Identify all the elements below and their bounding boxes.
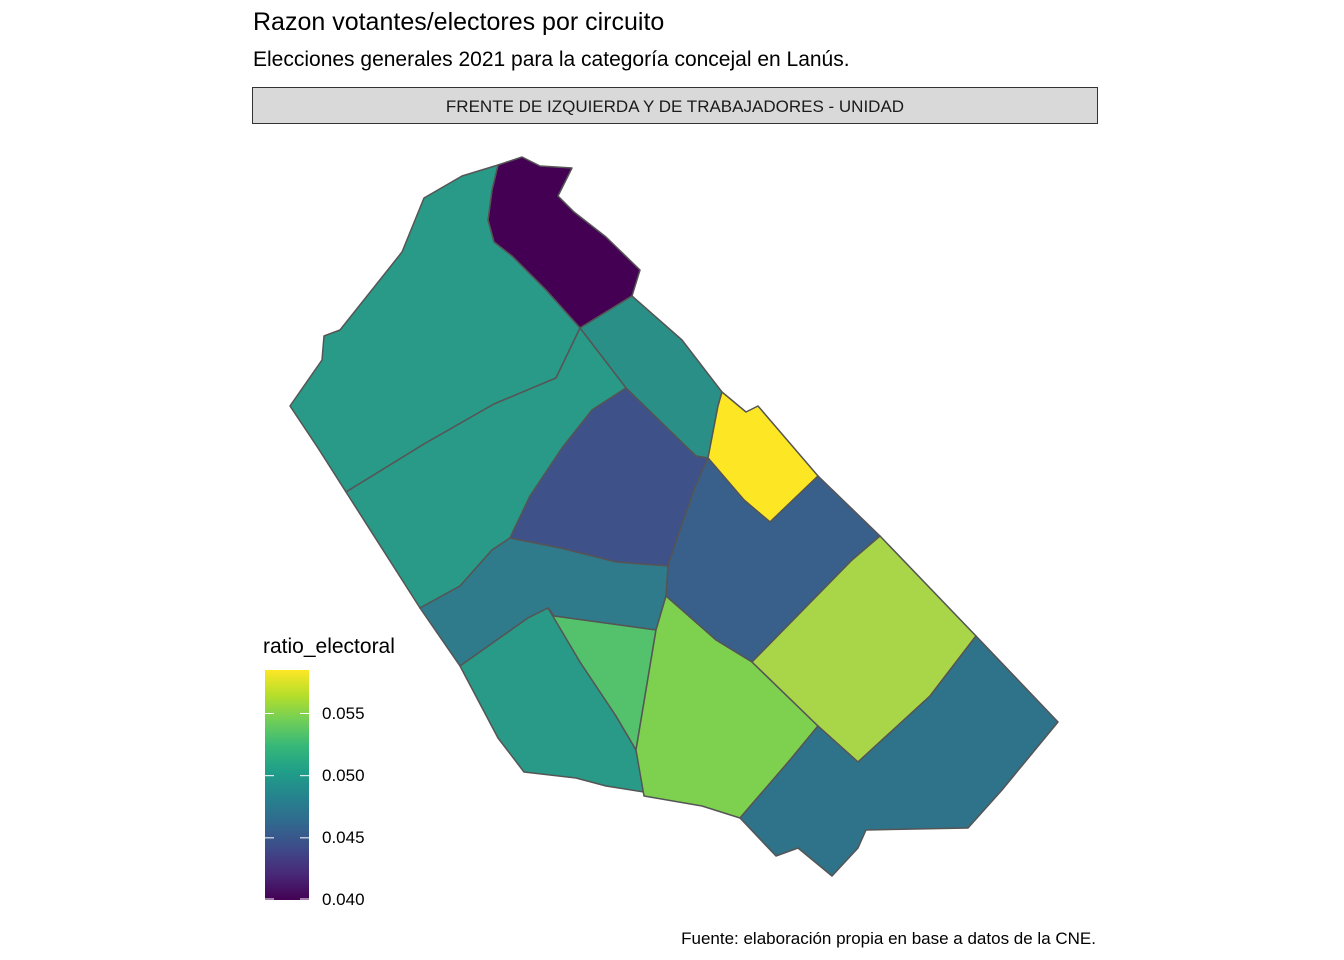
caption: Fuente: elaboración propia en base a dat… (681, 929, 1096, 948)
facet-label: FRENTE DE IZQUIERDA Y DE TRABAJADORES - … (445, 97, 905, 116)
legend-tick-label: 0.045 (322, 827, 365, 847)
legend-tick-label: 0.040 (322, 890, 365, 909)
legend-tick-label: 0.050 (322, 765, 365, 785)
chart-title: Razon votantes/electores por circuito (253, 8, 665, 36)
chart-subtitle: Elecciones generales 2021 para la catego… (253, 48, 850, 71)
legend-colorbar (265, 670, 309, 900)
circuito-south-center (635, 595, 819, 819)
legend-tick-label: 0.055 (322, 703, 365, 723)
legend-title: ratio_electoral (263, 635, 395, 658)
facet-strip: FRENTE DE IZQUIERDA Y DE TRABAJADORES - … (252, 87, 1098, 124)
circuito-southeast (739, 635, 1059, 877)
